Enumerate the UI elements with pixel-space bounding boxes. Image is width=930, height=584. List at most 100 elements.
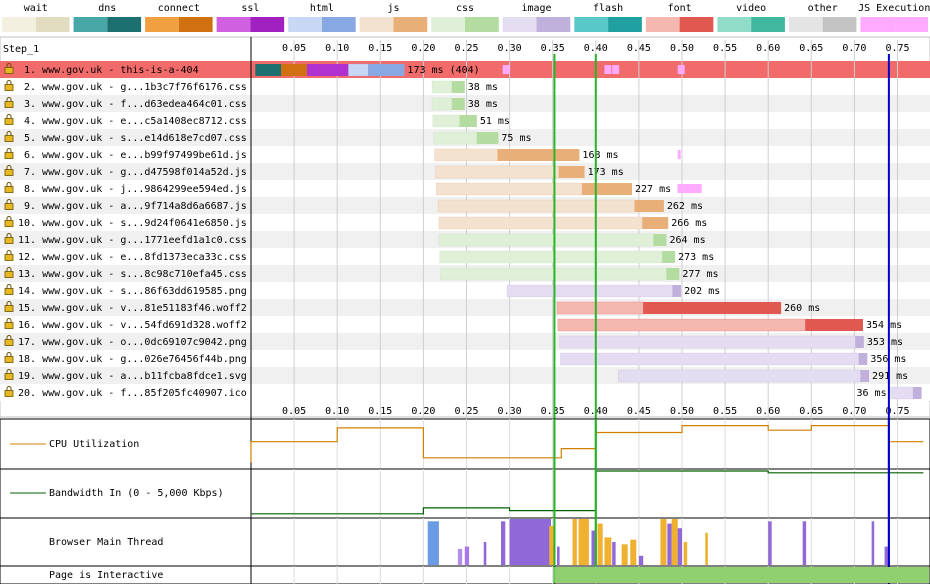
request-wait-bar [439, 250, 663, 264]
main-thread-activity [509, 519, 551, 565]
lock-shackle-icon [6, 250, 12, 255]
lock-shackle-icon [6, 352, 12, 357]
request-label: 4. www.gov.uk - e...c5a1408ec8712.css [24, 116, 247, 127]
tick-label-bottom: 0.50 [670, 406, 694, 417]
lock-shackle-icon [6, 301, 12, 306]
main-thread-activity [667, 523, 672, 565]
request-wait-bar [618, 369, 861, 383]
js-execution-mark [502, 65, 510, 74]
request-label: 18. www.gov.uk - g...026e76456f44b.png [18, 354, 247, 365]
ssl-bar [307, 64, 349, 76]
request-download-bar [642, 217, 669, 229]
request-label: 1. www.gov.uk - this-is-a-404 [24, 65, 199, 76]
tick-label-bottom: 0.30 [498, 406, 522, 417]
request-download-bar [858, 353, 868, 365]
main-thread-activity [457, 548, 463, 565]
request-download-bar [666, 268, 680, 280]
request-timing-label: 51 ms [480, 116, 510, 127]
js-execution-mark [677, 65, 685, 74]
tick-label-top: 0.75 [885, 43, 909, 54]
lock-icon [4, 390, 14, 397]
request-label: 20. www.gov.uk - f...85f205fc40907.ico [18, 388, 247, 399]
request-timing-label: 173 ms [588, 167, 624, 178]
legend-swatch-light [502, 17, 537, 32]
request-label: 6. www.gov.uk - e...b99f97499be61d.js [24, 150, 247, 161]
lock-icon [4, 135, 14, 142]
request-wait-bar [559, 335, 856, 349]
error-row-highlight [0, 61, 930, 78]
request-download-bar [634, 200, 664, 212]
request-timing-label: 262 ms [667, 201, 703, 212]
legend-swatch-dark [321, 17, 356, 32]
tick-label-top: 0.70 [842, 43, 866, 54]
legend-label-css: css [456, 3, 474, 14]
tick-label-top: 0.40 [584, 43, 608, 54]
row-background [0, 384, 930, 401]
request-timing-label: 264 ms [669, 235, 705, 246]
legend-swatch-dark [608, 17, 642, 32]
request-label: 7. www.gov.uk - g...d47598f014a52d.js [24, 167, 247, 178]
legend-swatch-light [145, 17, 179, 32]
request-timing-label: 291 ms [872, 371, 908, 382]
tick-label-bottom: 0.35 [541, 406, 565, 417]
legend-label-connect: connect [158, 3, 200, 14]
lock-icon [4, 237, 14, 244]
lock-shackle-icon [6, 165, 12, 170]
main-thread-activity [604, 537, 612, 565]
bandwidth-in-line [251, 470, 924, 515]
legend-swatch-dark [894, 17, 928, 32]
request-download-bar [368, 64, 405, 76]
main-thread-activity [884, 546, 889, 565]
lock-icon [4, 288, 14, 295]
request-wait-bar [435, 165, 559, 179]
lock-shackle-icon [6, 114, 12, 119]
legend-swatch-light [2, 17, 36, 32]
tick-label-top: 0.10 [325, 43, 349, 54]
main-thread-activity [677, 528, 682, 565]
main-thread-activity [802, 521, 807, 565]
tick-label-bottom: 0.45 [627, 406, 651, 417]
legend-swatch-light [359, 17, 394, 32]
request-label: 12. www.gov.uk - e...8fd1373eca33c.css [18, 252, 247, 263]
lock-icon [4, 84, 14, 91]
lock-shackle-icon [6, 97, 12, 102]
browser-main-thread-label: Browser Main Thread [49, 537, 163, 548]
row-background [0, 78, 930, 95]
lock-icon [4, 101, 14, 108]
request-timing-label: 277 ms [682, 269, 718, 280]
legend-swatch-dark [822, 17, 857, 32]
request-label: 16. www.gov.uk - v...54fd691d328.woff2 [18, 320, 247, 331]
request-timing-label: 353 ms [867, 337, 903, 348]
legend-label-js: js [387, 3, 399, 14]
lock-shackle-icon [6, 182, 12, 187]
legend-label-flash: flash [593, 3, 623, 14]
main-thread-activity [483, 542, 487, 565]
tick-label-top: 0.20 [411, 43, 435, 54]
request-label: 17. www.gov.uk - o...0dc69107c9042.png [18, 337, 247, 348]
request-download-bar [558, 166, 585, 178]
js-execution-mark [677, 150, 681, 159]
legend-swatch-dark [250, 17, 285, 32]
legend-swatch-dark [751, 17, 785, 32]
request-wait-bar [431, 97, 453, 111]
main-thread-activity [500, 521, 506, 565]
request-download-bar [459, 115, 477, 127]
main-thread-activity [638, 555, 644, 565]
lock-shackle-icon [6, 267, 12, 272]
lock-icon [4, 339, 14, 346]
page-interactive-panel [0, 565, 930, 584]
cpu-utilization-panel [0, 418, 930, 470]
tick-label-top: 0.45 [627, 43, 651, 54]
request-label: 2. www.gov.uk - g...1b3c7f76f6176.css [24, 82, 247, 93]
legend-label-other: other [808, 3, 838, 14]
tick-label-top: 0.60 [756, 43, 780, 54]
request-wait-bar [433, 131, 478, 145]
request-download-bar [672, 285, 682, 297]
request-timing-label: 260 ms [784, 303, 820, 314]
request-timing-label: 38 ms [468, 82, 498, 93]
lock-shackle-icon [6, 233, 12, 238]
legend-label-dns: dns [98, 3, 116, 14]
tick-label-top: 0.65 [799, 43, 823, 54]
tick-label-top: 0.05 [282, 43, 306, 54]
request-wait-bar [438, 233, 654, 247]
